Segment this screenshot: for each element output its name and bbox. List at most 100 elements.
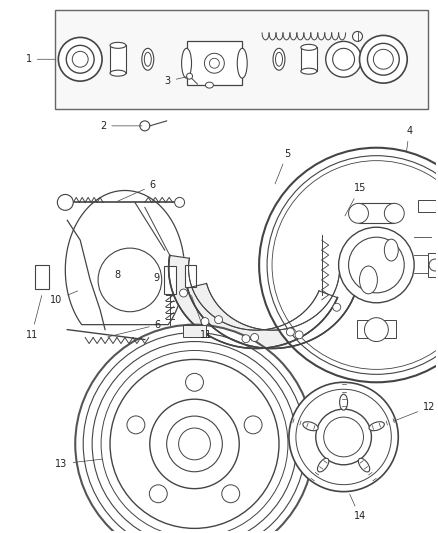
Text: 9: 9 bbox=[154, 273, 160, 283]
Circle shape bbox=[367, 43, 399, 75]
Text: 5: 5 bbox=[275, 149, 290, 184]
Ellipse shape bbox=[339, 394, 348, 410]
Circle shape bbox=[98, 248, 162, 312]
Text: 14: 14 bbox=[350, 494, 366, 521]
Polygon shape bbox=[169, 255, 337, 349]
Circle shape bbox=[324, 417, 364, 457]
Ellipse shape bbox=[369, 422, 385, 431]
Ellipse shape bbox=[144, 52, 151, 66]
Polygon shape bbox=[65, 190, 184, 325]
Ellipse shape bbox=[205, 82, 213, 88]
Circle shape bbox=[149, 485, 167, 503]
Ellipse shape bbox=[276, 52, 283, 66]
Text: 12: 12 bbox=[394, 402, 435, 421]
Text: 15: 15 bbox=[345, 183, 366, 216]
Ellipse shape bbox=[110, 42, 126, 49]
Ellipse shape bbox=[237, 49, 247, 78]
Circle shape bbox=[296, 389, 391, 484]
Text: 8: 8 bbox=[114, 270, 120, 280]
Circle shape bbox=[333, 303, 341, 311]
Circle shape bbox=[349, 237, 404, 293]
Text: 7: 7 bbox=[0, 532, 1, 533]
Bar bbox=[110, 45, 126, 73]
Text: 2: 2 bbox=[100, 121, 142, 131]
Circle shape bbox=[66, 45, 94, 73]
Text: 1: 1 bbox=[25, 54, 56, 64]
Circle shape bbox=[242, 335, 250, 343]
Circle shape bbox=[429, 259, 438, 271]
FancyBboxPatch shape bbox=[55, 10, 428, 109]
Ellipse shape bbox=[273, 49, 285, 70]
Ellipse shape bbox=[110, 70, 126, 76]
Ellipse shape bbox=[385, 239, 398, 261]
Circle shape bbox=[187, 73, 193, 79]
Circle shape bbox=[75, 325, 314, 533]
Circle shape bbox=[92, 342, 297, 533]
Circle shape bbox=[272, 160, 438, 369]
Circle shape bbox=[333, 49, 354, 70]
Circle shape bbox=[364, 318, 389, 342]
Circle shape bbox=[127, 416, 145, 434]
Circle shape bbox=[186, 373, 204, 391]
Circle shape bbox=[72, 51, 88, 67]
Circle shape bbox=[259, 148, 438, 382]
Bar bbox=[301, 47, 317, 71]
Circle shape bbox=[251, 334, 258, 342]
Circle shape bbox=[179, 428, 210, 460]
Circle shape bbox=[267, 156, 438, 374]
Text: 10: 10 bbox=[50, 291, 78, 305]
Circle shape bbox=[349, 204, 368, 223]
Bar bbox=[187, 42, 242, 85]
Text: 6: 6 bbox=[108, 320, 161, 337]
Circle shape bbox=[83, 333, 306, 533]
Text: 6: 6 bbox=[117, 181, 156, 201]
Circle shape bbox=[326, 42, 361, 77]
Circle shape bbox=[244, 416, 262, 434]
Circle shape bbox=[215, 316, 223, 324]
Bar bbox=[359, 204, 394, 223]
Bar bbox=[357, 320, 396, 337]
Text: 11: 11 bbox=[25, 295, 42, 340]
Circle shape bbox=[385, 204, 404, 223]
Ellipse shape bbox=[358, 458, 370, 472]
Circle shape bbox=[180, 289, 187, 297]
Circle shape bbox=[175, 197, 184, 207]
Text: 4: 4 bbox=[406, 126, 412, 151]
Circle shape bbox=[209, 58, 219, 68]
Circle shape bbox=[150, 399, 239, 489]
Circle shape bbox=[57, 195, 73, 211]
Ellipse shape bbox=[142, 49, 154, 70]
Circle shape bbox=[201, 318, 209, 326]
Text: 3: 3 bbox=[165, 76, 187, 86]
Bar bbox=[164, 266, 176, 294]
Circle shape bbox=[167, 416, 223, 472]
Ellipse shape bbox=[301, 68, 317, 74]
Circle shape bbox=[101, 351, 288, 533]
Bar bbox=[418, 200, 438, 212]
Ellipse shape bbox=[182, 49, 191, 78]
Text: 13: 13 bbox=[55, 459, 102, 469]
Circle shape bbox=[374, 50, 393, 69]
Bar bbox=[183, 325, 206, 336]
Circle shape bbox=[339, 227, 414, 303]
Polygon shape bbox=[187, 268, 360, 349]
Circle shape bbox=[289, 382, 398, 491]
Circle shape bbox=[222, 485, 240, 503]
Circle shape bbox=[140, 121, 150, 131]
Bar bbox=[35, 265, 49, 289]
Bar bbox=[428, 253, 438, 277]
Circle shape bbox=[316, 409, 371, 465]
Ellipse shape bbox=[360, 266, 378, 294]
Circle shape bbox=[205, 53, 224, 73]
Circle shape bbox=[286, 328, 294, 336]
Circle shape bbox=[295, 331, 303, 339]
Ellipse shape bbox=[318, 458, 329, 472]
Circle shape bbox=[58, 37, 102, 81]
Text: 11: 11 bbox=[191, 295, 212, 340]
Circle shape bbox=[360, 35, 407, 83]
Circle shape bbox=[110, 359, 279, 528]
Ellipse shape bbox=[303, 422, 318, 431]
Circle shape bbox=[353, 31, 363, 42]
Bar bbox=[184, 265, 197, 287]
Ellipse shape bbox=[301, 44, 317, 50]
